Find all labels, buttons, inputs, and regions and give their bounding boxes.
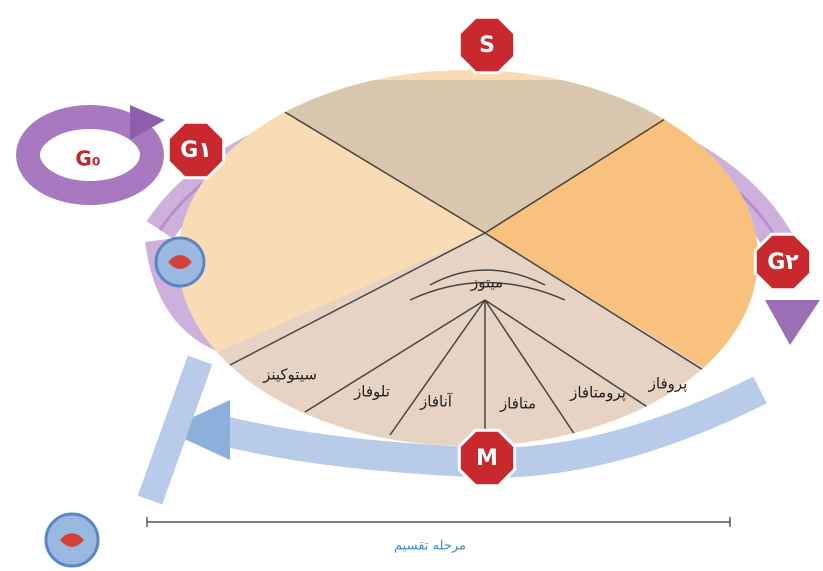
stage-label: آنافاز	[419, 393, 453, 411]
division-phase-label: مرحله تقسیم	[394, 539, 466, 554]
stage-label: تلوفاز	[353, 383, 390, 401]
phase-label: S	[479, 33, 495, 58]
stage-label: پرومتافاز	[569, 384, 626, 403]
cytokinesis-label: سیتوکینز	[262, 366, 317, 384]
phase-label: M	[476, 446, 498, 471]
stage-label: پروفاز	[648, 375, 688, 394]
cell-cycle-diagram: میتوز پروفاز پرومتافاز متافاز آنافاز تلو…	[0, 0, 823, 571]
phase-label: G۲	[767, 250, 799, 275]
g0-label: G₀	[75, 147, 100, 171]
division-scale	[147, 517, 730, 527]
phase-label: G۱	[180, 138, 212, 163]
stage-label: متافاز	[499, 395, 536, 413]
mitosis-label: میتوز	[470, 274, 503, 292]
